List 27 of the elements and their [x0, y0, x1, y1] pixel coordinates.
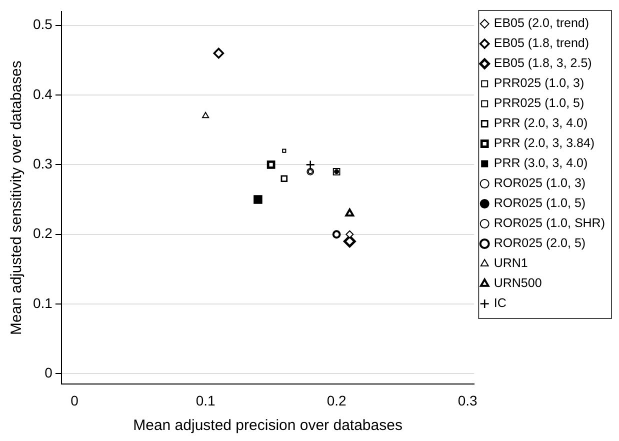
x-tick-label: 0.1: [196, 392, 216, 408]
legend-label: EB05 (2.0, trend): [494, 16, 590, 30]
legend-label: URN1: [494, 256, 528, 270]
y-tick-label: 0: [44, 364, 53, 381]
y-tick-label: 0.2: [32, 225, 53, 242]
legend-label: PRR025 (1.0, 3): [494, 76, 584, 90]
y-tick-label: 0.3: [32, 156, 53, 172]
y-tick-label: 0.5: [32, 16, 53, 32]
legend-label: EB05 (1.8, 3, 2.5): [494, 56, 592, 70]
legend-label: PRR (3.0, 3, 4.0): [494, 156, 588, 170]
legend-label: ROR025 (1.0, 5): [494, 196, 586, 210]
x-tick-label: 0.2: [326, 392, 346, 408]
legend-label: ROR025 (1.0, 3): [494, 176, 586, 190]
x-axis-title: Mean adjusted precision over databases: [133, 417, 402, 434]
y-tick-label: 0.4: [32, 86, 53, 102]
legend-label: ROR025 (1.0, SHR): [494, 216, 606, 230]
legend-label: PRR025 (1.0, 5): [494, 96, 584, 110]
legend-label: URN500: [494, 276, 542, 290]
legend-label: PRR (2.0, 3, 4.0): [494, 116, 588, 130]
x-tick-label: 0: [70, 392, 79, 408]
y-axis-title: Mean adjusted sensitivity over databases: [8, 60, 26, 335]
y-tick-label: 0.1: [32, 294, 53, 311]
legend-label: EB05 (1.8, trend): [494, 36, 590, 50]
x-tick-label: 0.3: [458, 392, 478, 408]
legend-label: PRR (2.0, 3, 3.84): [494, 136, 595, 150]
legend-label: ROR025 (2.0, 5): [494, 236, 586, 250]
legend-label: IC: [494, 296, 506, 310]
